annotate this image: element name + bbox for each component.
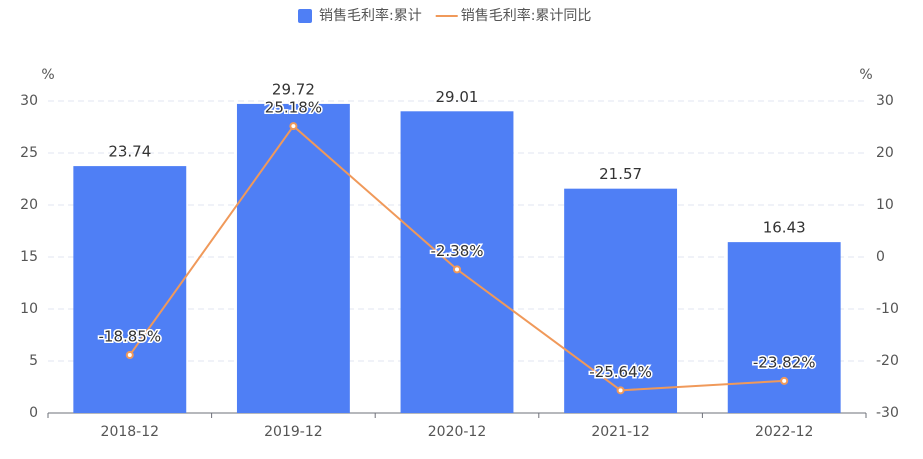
line-label: -25.64% — [589, 363, 652, 381]
line-label: -18.85% — [98, 328, 161, 346]
line-point — [289, 122, 298, 131]
line-point — [125, 351, 134, 360]
x-tick-label: 2022-12 — [755, 424, 814, 440]
y2-tick-label: 20 — [876, 145, 894, 161]
bar — [727, 242, 841, 413]
bar-label: 16.43 — [763, 219, 806, 237]
y2-tick-label: 10 — [876, 197, 894, 213]
y2-tick-label: 0 — [876, 249, 885, 265]
y-tick-label: 5 — [29, 353, 38, 369]
bar-label: 29.72 — [272, 80, 315, 98]
x-tick-label: 2021-12 — [591, 424, 650, 440]
x-tick-label: 2018-12 — [101, 424, 160, 440]
y-tick-label: 10 — [20, 301, 38, 317]
y2-tick-label: -10 — [876, 301, 899, 317]
y2-tick-label: 30 — [876, 93, 894, 109]
legend-swatch — [298, 9, 312, 23]
bar-label: 21.57 — [599, 165, 642, 183]
line-label: -23.82% — [753, 353, 816, 371]
bar-label: 23.74 — [108, 143, 151, 161]
line-point — [780, 376, 789, 385]
y2-tick-label: -20 — [876, 353, 899, 369]
legend-label: 销售毛利率:累计同比 — [461, 7, 592, 24]
y-tick-label: 15 — [20, 249, 38, 265]
x-tick-label: 2020-12 — [428, 424, 487, 440]
line-label: -2.38% — [430, 242, 483, 260]
y-tick-label: 30 — [20, 93, 38, 109]
y2-unit: % — [859, 67, 872, 83]
bar-label: 29.01 — [436, 88, 479, 106]
y2-tick-label: -30 — [876, 405, 899, 421]
y-tick-label: 20 — [20, 197, 38, 213]
bar — [236, 103, 350, 414]
line-label: 25.18% — [265, 99, 322, 117]
line-point — [453, 265, 461, 274]
legend-label: 销售毛利率:累计 — [319, 7, 422, 24]
x-tick-label: 2019-12 — [264, 424, 323, 440]
y-unit: % — [41, 67, 54, 83]
bar — [73, 166, 187, 413]
y-tick-label: 0 — [29, 405, 38, 421]
bar — [400, 111, 514, 414]
line-point — [616, 386, 625, 395]
y-tick-label: 25 — [20, 145, 38, 161]
bar — [564, 188, 678, 413]
